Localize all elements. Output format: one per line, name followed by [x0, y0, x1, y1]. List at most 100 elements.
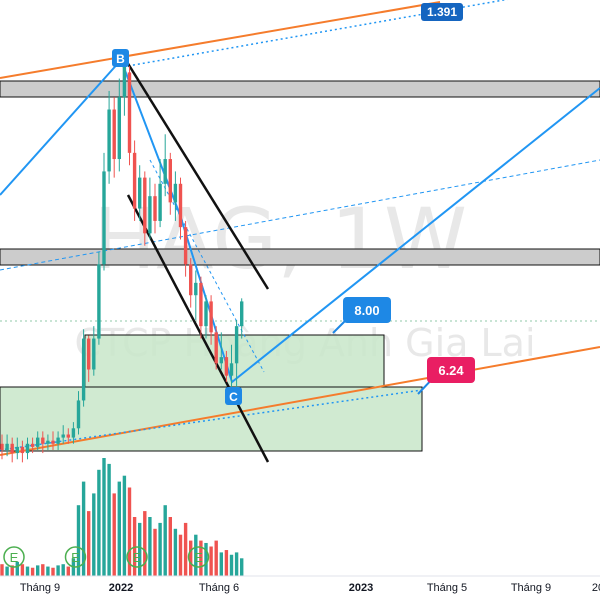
black-channel-bottom[interactable] — [126, 194, 270, 463]
volume-bar — [127, 487, 132, 576]
candle — [153, 183, 157, 234]
blue-dotted-low[interactable] — [0, 389, 423, 451]
volume-bar — [36, 565, 40, 576]
candle — [204, 295, 208, 339]
volume-bar — [148, 517, 152, 576]
event-marker[interactable]: E — [3, 546, 25, 568]
candle — [112, 97, 116, 178]
volume-bar — [132, 517, 137, 576]
tag-target-2[interactable]: 6.24 — [417, 357, 475, 395]
candle — [132, 140, 137, 221]
candle — [240, 298, 244, 339]
candle — [148, 177, 152, 240]
candle — [61, 425, 65, 444]
volume-bar — [173, 528, 178, 576]
x-tick-label: Tháng 6 — [199, 582, 239, 594]
volume-bar — [143, 511, 147, 576]
volume-bar — [107, 463, 111, 576]
event-marker[interactable]: E — [187, 546, 210, 568]
candle — [97, 251, 101, 345]
blue-dashed-diagonal — [149, 159, 265, 373]
candle — [234, 319, 239, 395]
event-marker-label: E — [194, 550, 203, 565]
candle — [20, 440, 25, 463]
event-marker-label: E — [71, 550, 80, 565]
volume-bar — [15, 561, 19, 576]
candle — [66, 428, 70, 444]
candle — [229, 344, 234, 389]
candle — [117, 78, 121, 172]
candle — [224, 350, 229, 382]
volume-bar — [66, 566, 70, 576]
volume-bar — [102, 458, 106, 576]
volume-bar — [92, 493, 96, 576]
volume-bar — [5, 566, 9, 576]
event-marker[interactable]: E — [126, 546, 148, 568]
tag-channel-top-text: 1.391 — [427, 5, 457, 19]
volume-bar — [199, 540, 203, 576]
orange-channel-top[interactable] — [0, 1, 441, 79]
candle — [219, 332, 223, 370]
candle — [122, 60, 127, 116]
volume-bar — [234, 552, 239, 576]
event-marker-label: E — [10, 550, 19, 565]
volume-bar — [87, 511, 91, 576]
volume-bar — [183, 522, 188, 576]
candle — [158, 159, 162, 228]
volume-bar — [56, 565, 60, 576]
volume-bars — [0, 458, 244, 576]
candle — [189, 258, 193, 308]
resistance-band-high[interactable] — [0, 80, 600, 98]
candle — [87, 335, 91, 382]
blue-wave-path[interactable] — [0, 58, 600, 384]
candle — [25, 437, 30, 460]
candle — [36, 431, 40, 450]
event-marker[interactable]: E — [64, 546, 87, 568]
volume-bar — [46, 566, 50, 576]
candle — [81, 329, 86, 407]
orange-channel-bottom[interactable] — [0, 346, 600, 456]
tag-target-1[interactable]: 8.00 — [332, 297, 391, 334]
x-tick-label: Tháng 5 — [427, 582, 467, 594]
volume-bar — [194, 534, 198, 576]
x-tick-label: Tháng 9 — [20, 582, 60, 594]
resistance-band-mid[interactable] — [0, 248, 600, 266]
candles — [0, 60, 244, 463]
volume-bar — [61, 564, 65, 576]
volume-bar — [30, 567, 35, 576]
blue-dashed-mid[interactable] — [0, 159, 600, 271]
candle — [214, 326, 218, 370]
candle — [92, 326, 96, 376]
volume-bar — [214, 540, 218, 576]
candle — [168, 152, 172, 215]
volume-bar — [224, 550, 229, 576]
candle — [10, 437, 14, 463]
volume-bar — [153, 528, 157, 576]
volume-bar — [20, 564, 25, 576]
volume-bar — [240, 558, 244, 576]
volume-bar — [81, 481, 86, 576]
candle — [143, 171, 147, 246]
candle — [102, 152, 106, 271]
x-tick-label: Tháng 9 — [511, 582, 551, 594]
candle — [30, 437, 35, 454]
volume-bar — [117, 481, 121, 576]
pivot-c[interactable]: C — [225, 387, 242, 405]
candle — [194, 270, 198, 320]
volume-bar — [122, 475, 127, 576]
black-channel-top[interactable] — [125, 61, 270, 290]
volume-bar — [229, 554, 234, 576]
volume-bar — [41, 564, 45, 576]
candle — [5, 434, 9, 457]
tag-channel-top[interactable]: 1.391 — [421, 3, 463, 21]
volume-bar — [189, 540, 193, 576]
volume-bar — [76, 505, 81, 576]
tag-target-1-text: 8.00 — [354, 303, 379, 318]
candle — [46, 434, 50, 450]
pivot-b[interactable]: B — [112, 49, 129, 67]
candle — [56, 431, 60, 450]
blue-dotted-top[interactable] — [127, 0, 515, 67]
volume-bar — [25, 566, 30, 576]
